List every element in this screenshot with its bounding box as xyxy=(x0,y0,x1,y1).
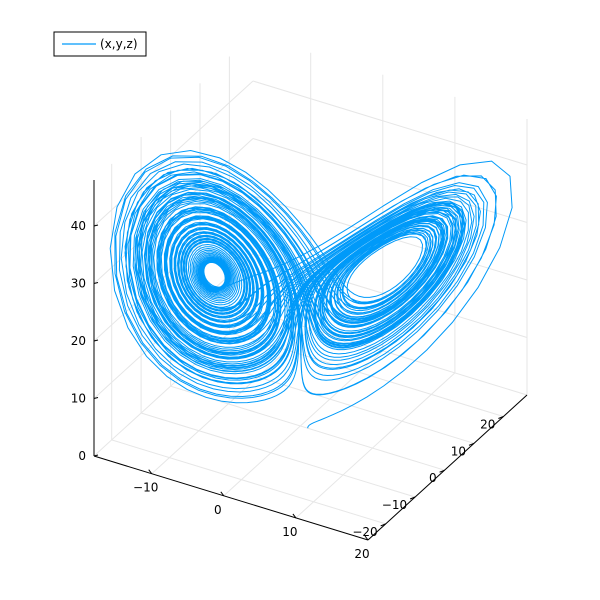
x-tick-label: 20 xyxy=(354,547,369,561)
z-tick-label: 20 xyxy=(71,334,86,348)
y-tick-label: −20 xyxy=(352,525,377,539)
y-tick-mark xyxy=(498,416,504,419)
y-tick-label: 0 xyxy=(429,471,437,485)
x-tick-label: −10 xyxy=(133,481,158,495)
z-tick-label: 0 xyxy=(78,449,86,463)
y-axis xyxy=(367,394,528,541)
z-tick-mark xyxy=(93,339,99,342)
grid-line xyxy=(140,412,416,498)
y-tick-mark xyxy=(409,496,416,500)
grid-line xyxy=(252,138,528,223)
z-tick-mark xyxy=(93,282,99,284)
x-axis xyxy=(93,455,369,541)
x-tick-mark xyxy=(292,513,297,519)
z-tick-mark xyxy=(93,454,99,457)
x-tick-label: 10 xyxy=(282,525,297,539)
grid-line xyxy=(295,372,456,519)
z-tick-mark xyxy=(93,224,99,227)
grid-line xyxy=(111,439,386,525)
series-line xyxy=(109,149,513,429)
x-tick-mark xyxy=(364,535,369,541)
y-tick-mark xyxy=(468,442,475,446)
tick-labels: −10 0 10 20 −20 −10 0 10 20 0 10 20 30 40 xyxy=(71,219,496,561)
y-tick-label: 10 xyxy=(451,444,466,458)
legend-label: (x,y,z) xyxy=(100,37,138,51)
grid-line xyxy=(252,80,528,166)
z-tick-label: 30 xyxy=(71,277,86,291)
grid-line xyxy=(93,80,254,227)
grid-line xyxy=(93,138,254,284)
series-layer xyxy=(109,149,513,429)
y-tick-label: −10 xyxy=(382,498,407,512)
z-tick-label: 10 xyxy=(71,392,86,406)
x-tick-mark xyxy=(220,491,225,497)
grid-line xyxy=(199,358,475,444)
grid-line xyxy=(93,310,254,457)
grid-line xyxy=(223,350,384,497)
y-tick-mark xyxy=(439,469,445,473)
x-tick-label: 0 xyxy=(214,503,222,517)
y-tick-label: 20 xyxy=(480,418,495,432)
x-tick-mark xyxy=(148,469,153,475)
z-tick-mark xyxy=(93,397,99,399)
axes xyxy=(93,180,528,541)
legend: (x,y,z) xyxy=(53,31,147,57)
y-tick-mark xyxy=(380,523,386,527)
z-tick-label: 40 xyxy=(71,219,86,233)
